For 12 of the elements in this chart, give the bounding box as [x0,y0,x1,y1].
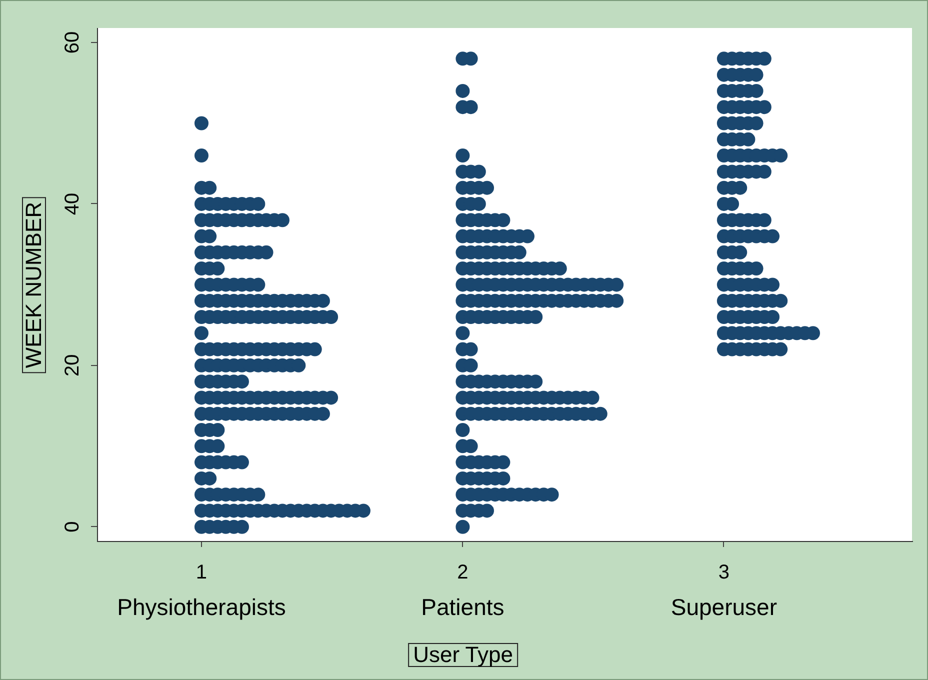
y-axis-title: WEEK NUMBER [21,196,46,374]
text: Patients [421,594,504,620]
text: Physiotherapists [117,594,286,620]
y-tick-label: 0 [61,521,84,532]
x-tick-label: 2 [457,562,468,584]
x-axis-title: User Type [408,642,518,667]
text: Superuser [670,594,778,620]
x-tick-label: 3 [718,562,730,584]
x-tick-label: 1 [196,562,208,584]
y-tick-label: 60 [61,31,84,54]
y-tick-label: 20 [61,354,84,377]
y-tick-label: 40 [61,192,84,216]
